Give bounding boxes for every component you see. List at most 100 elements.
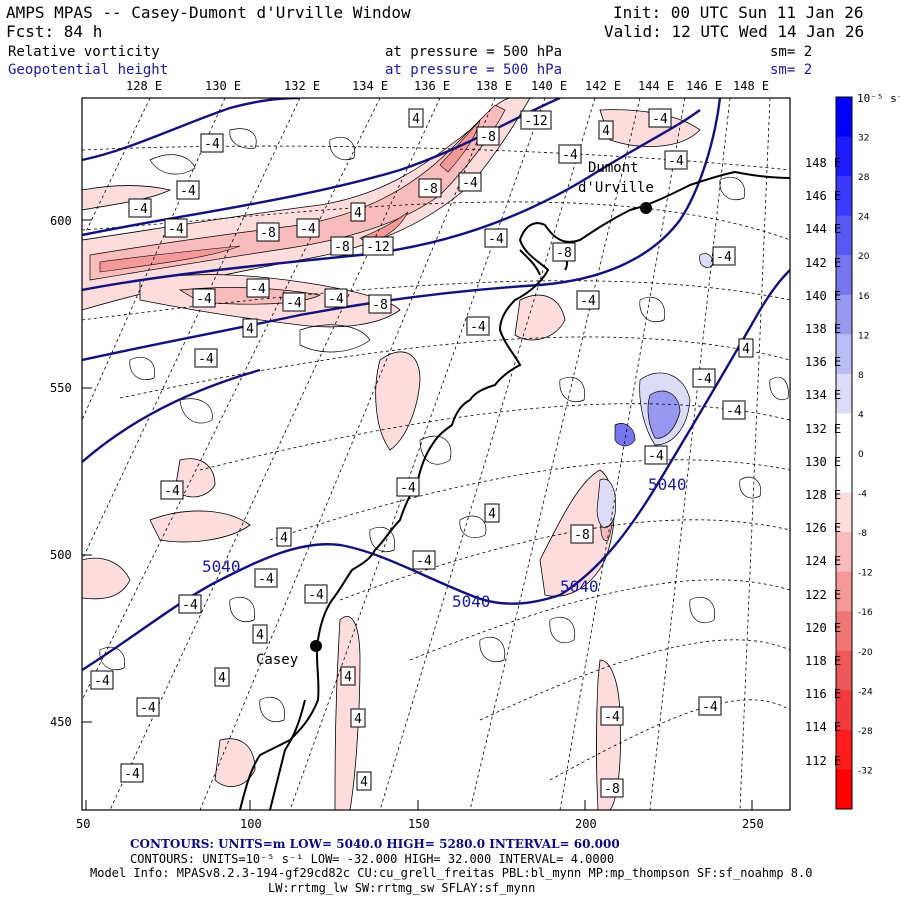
vorticity-label: -4 (192, 288, 216, 308)
colorbar-label: 20 (858, 252, 870, 262)
x-tick-label: 100 (240, 817, 262, 831)
colorbar-swatch (836, 373, 852, 414)
svg-text:-4: -4 (702, 700, 718, 715)
colorbar-frame (835, 96, 853, 810)
vorticity-label: -4 (136, 697, 160, 717)
svg-text:4: 4 (412, 112, 420, 127)
colorbar-swatch (836, 769, 852, 810)
svg-text:-4: -4 (140, 701, 156, 716)
right-tick-label: 116 E (805, 687, 842, 702)
svg-text:-8: -8 (556, 246, 572, 261)
colorbar-swatch (836, 492, 852, 533)
longitude-tick-label: 132 E (284, 79, 321, 93)
svg-text:-4: -4 (124, 767, 140, 782)
colorbar-swatch (836, 97, 852, 138)
svg-text:-4: -4 (726, 404, 742, 419)
vorticity-label: 4 (252, 624, 268, 644)
vorticity-label: -8 (418, 178, 442, 198)
colorbar-units: 10⁻⁵ s⁻¹ (857, 92, 900, 105)
svg-text:4: 4 (344, 670, 352, 685)
vorticity-label: -4 (160, 480, 184, 500)
vorticity-label: 4 (408, 108, 424, 128)
right-tick-label: 140 E (805, 288, 842, 303)
svg-text:4: 4 (354, 206, 362, 221)
svg-text:-4: -4 (562, 148, 578, 163)
vorticity-label: -4 (396, 477, 420, 497)
right-tick-label: 128 E (805, 488, 842, 502)
svg-text:-4: -4 (182, 598, 198, 613)
vorticity-contour-lines (99, 128, 789, 723)
svg-text:-4: -4 (580, 294, 596, 309)
colorbar-label: -8 (858, 529, 867, 539)
svg-text:4: 4 (218, 671, 226, 686)
casey-station-marker (310, 640, 322, 652)
axis-ticks (82, 219, 753, 810)
svg-text:-4: -4 (696, 372, 712, 387)
right-tick-label: 142 E (805, 255, 842, 270)
map-title: AMPS MPAS -- Casey-Dumont d'Urville Wind… (6, 3, 411, 22)
right-tick-label: 146 E (805, 189, 842, 204)
longitude-tick-label: 138 E (476, 79, 513, 93)
vorticity-label: -8 (256, 222, 280, 242)
vorticity-label: -12 (362, 236, 394, 256)
height-label: 5040 (452, 592, 491, 611)
vorticity-label: -4 (458, 172, 482, 192)
forecast-hour: Fcst: 84 h (6, 22, 103, 41)
vorticity-label: -8 (476, 126, 500, 146)
vorticity-label: 4 (350, 708, 366, 728)
longitude-tick-label: 146 E (686, 79, 723, 93)
field1-level: at pressure = 500 hPa (385, 44, 563, 60)
svg-text:4: 4 (256, 628, 264, 643)
svg-text:-8: -8 (574, 528, 590, 543)
field1-smoothing: sm= 2 (770, 44, 813, 60)
field2-smoothing: sm= 2 (770, 62, 813, 78)
colorbar-label: -12 (858, 569, 873, 579)
vorticity-label: -4 (296, 218, 320, 238)
svg-text:-4: -4 (258, 572, 274, 587)
svg-text:-8: -8 (372, 298, 388, 313)
longitude-tick-label: 136 E (414, 79, 451, 93)
x-tick-label: 50 (76, 817, 91, 831)
colorbar-label: 28 (858, 173, 870, 183)
vorticity-label: 4 (214, 667, 230, 687)
right-tick-label: 118 E (805, 654, 842, 668)
colorbar-swatch (836, 611, 852, 652)
vorticity-label: -4 (698, 696, 722, 716)
longitude-tick-label: 130 E (205, 79, 242, 93)
right-tick-label: 130 E (805, 454, 842, 469)
right-tick-label: 138 E (805, 322, 842, 336)
x-tick-label: 150 (408, 817, 430, 831)
vorticity-label: -4 (120, 763, 144, 783)
svg-text:-4: -4 (164, 484, 180, 499)
colorbar-swatch (836, 729, 852, 770)
init-time: Init: 00 UTC Sun 11 Jan 26 (613, 3, 864, 22)
vorticity-label: -4 (576, 290, 600, 310)
svg-text:4: 4 (602, 124, 610, 139)
colorbar-swatch (836, 176, 852, 217)
colorbar-label: 12 (858, 331, 869, 341)
dumont-durville-station-marker (640, 202, 652, 214)
colorbar-label: 8 (858, 371, 864, 381)
svg-text:-8: -8 (334, 240, 350, 255)
svg-text:-4: -4 (250, 282, 266, 297)
right-tick-label: 112 E (805, 753, 842, 768)
footer-model-info-2: LW:rrtmg_lw SW:rrtmg_sw SFLAY:sf_mynn (268, 881, 536, 895)
footer-model-info: Model Info: MPASv8.2.3-194-gf29cd82c CU:… (90, 866, 813, 880)
colorbar-label: -28 (858, 727, 873, 737)
vorticity-label: -4 (164, 218, 188, 238)
svg-text:-4: -4 (286, 296, 302, 311)
svg-text:4: 4 (246, 322, 254, 337)
vorticity-label: -4 (648, 108, 672, 128)
vorticity-label: 4 (242, 318, 258, 338)
colorbar-swatch (836, 453, 852, 494)
vorticity-label: 4 (598, 120, 614, 140)
height-contour-labels: 5040 5040 5040 5040 (202, 475, 687, 611)
svg-text:-4: -4 (416, 554, 432, 569)
svg-text:-4: -4 (198, 352, 214, 367)
vorticity-label: -4 (412, 550, 436, 570)
svg-text:-4: -4 (648, 449, 664, 464)
right-tick-label: 124 E (805, 554, 842, 569)
y-tick-label: 550 (50, 381, 72, 395)
vorticity-label: -4 (90, 670, 114, 690)
vorticity-label: -8 (330, 236, 354, 256)
